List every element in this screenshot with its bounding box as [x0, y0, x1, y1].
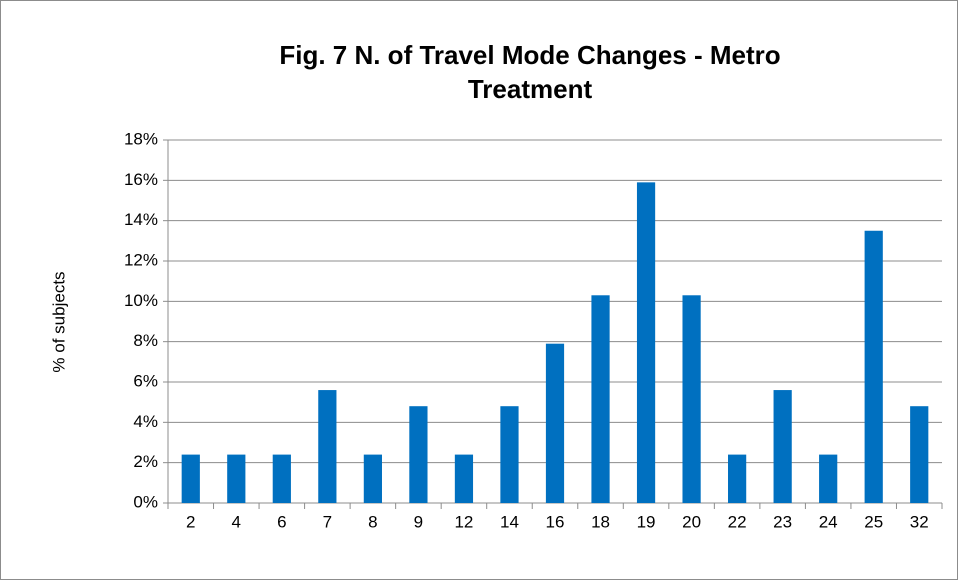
y-tick-label: 2% [133, 452, 158, 471]
x-tick-label: 4 [232, 512, 241, 531]
x-tick-label: 14 [500, 512, 519, 531]
y-tick-label: 0% [133, 492, 158, 511]
x-tick-label: 9 [414, 512, 423, 531]
x-tick-label: 7 [323, 512, 332, 531]
x-tick-label: 24 [819, 512, 838, 531]
bar [318, 390, 337, 503]
bar [409, 406, 428, 503]
bar [910, 406, 929, 503]
y-tick-label: 14% [124, 210, 158, 229]
bar [728, 454, 747, 503]
x-tick-label: 2 [186, 512, 195, 531]
x-tick-label: 23 [773, 512, 792, 531]
x-tick-label: 19 [637, 512, 656, 531]
bar [500, 406, 519, 503]
bar [545, 343, 565, 503]
y-tick-label: 16% [124, 170, 158, 189]
x-tick-label: 12 [454, 512, 473, 531]
y-tick-label: 18% [124, 129, 158, 148]
bar [454, 454, 474, 503]
bar [819, 454, 838, 503]
bar [773, 390, 792, 503]
bar [272, 454, 291, 503]
x-tick-label: 32 [910, 512, 929, 531]
x-tick-label: 6 [277, 512, 286, 531]
y-axis-label: % of subjects [49, 271, 68, 372]
x-tick-label: 20 [682, 512, 701, 531]
bar [181, 454, 200, 503]
x-tick-label: 8 [368, 512, 377, 531]
y-tick-label: 4% [133, 412, 158, 431]
chart-title: Fig. 7 N. of Travel Mode Changes - Metro… [279, 40, 781, 104]
x-tick-label: 18 [591, 512, 610, 531]
bar [591, 295, 610, 503]
y-tick-label: 10% [124, 291, 158, 310]
y-tick-label: 12% [124, 250, 158, 269]
y-tick-label: 8% [133, 331, 158, 350]
bar [864, 230, 883, 503]
bar [636, 182, 656, 503]
x-tick-label: 25 [864, 512, 883, 531]
bar [363, 454, 382, 503]
bar [682, 295, 701, 503]
bar [227, 454, 246, 503]
y-tick-label: 6% [133, 371, 158, 390]
x-tick-label: 22 [728, 512, 747, 531]
x-tick-label: 16 [546, 512, 565, 531]
